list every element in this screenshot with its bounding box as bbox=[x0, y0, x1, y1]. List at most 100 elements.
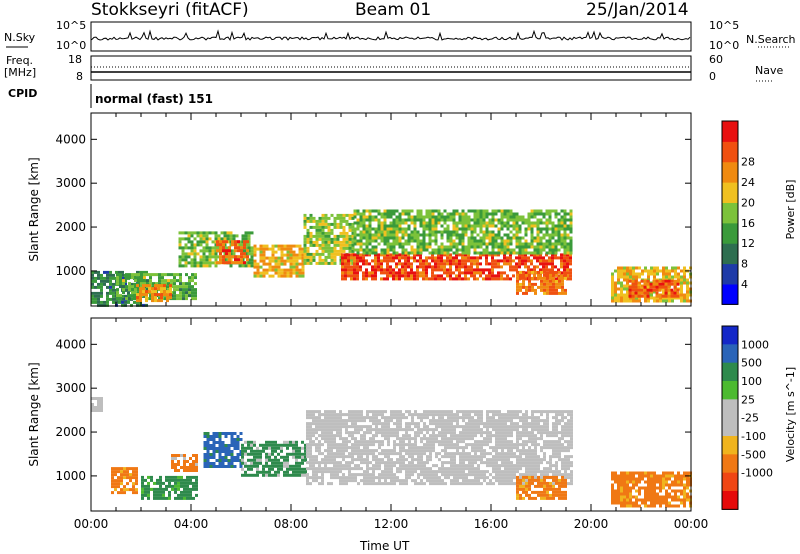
scatter-cell bbox=[173, 282, 176, 286]
scatter-cell bbox=[111, 485, 114, 489]
scatter-cell bbox=[530, 262, 533, 266]
scatter-cell bbox=[410, 262, 413, 266]
scatter-cell bbox=[459, 467, 462, 471]
scatter-cell bbox=[247, 243, 251, 247]
scatter-cell bbox=[500, 251, 504, 255]
scatter-cell bbox=[437, 230, 441, 234]
scatter-cell bbox=[365, 259, 368, 263]
scatter-cell bbox=[425, 248, 429, 252]
scatter-cell bbox=[371, 233, 375, 237]
scatter-cell bbox=[446, 212, 450, 216]
scatter-cell bbox=[435, 437, 438, 441]
scatter-cell bbox=[390, 461, 393, 465]
scatter-cell bbox=[384, 422, 387, 426]
scatter-cell bbox=[429, 452, 432, 456]
scatter-cell bbox=[374, 262, 377, 266]
scatter-cell bbox=[411, 452, 414, 456]
scatter-cell bbox=[440, 245, 444, 249]
scatter-cell bbox=[396, 470, 399, 474]
scatter-cell bbox=[169, 290, 172, 294]
scatter-cell bbox=[354, 446, 357, 450]
scatter-cell bbox=[503, 259, 506, 263]
scatter-cell bbox=[309, 476, 312, 480]
scatter-cell bbox=[620, 290, 623, 294]
scatter-cell bbox=[187, 255, 191, 259]
scatter-cell bbox=[371, 227, 375, 231]
scatter-cell bbox=[237, 258, 240, 262]
scatter-cell bbox=[419, 265, 422, 269]
scatter-cell bbox=[664, 288, 668, 292]
scatter-cell bbox=[366, 458, 369, 462]
scatter-cell bbox=[437, 218, 441, 222]
scatter-cell bbox=[94, 397, 97, 400]
scatter-cell bbox=[479, 251, 483, 255]
scatter-cell bbox=[401, 221, 405, 225]
scatter-cell bbox=[318, 476, 321, 480]
scatter-cell bbox=[560, 236, 564, 240]
scatter-cell bbox=[483, 425, 486, 429]
scatter-cell bbox=[368, 230, 372, 234]
scatter-cell bbox=[208, 246, 212, 250]
scatter-cell bbox=[429, 437, 432, 441]
scatter-cell bbox=[286, 443, 289, 447]
scatter-cell bbox=[268, 470, 271, 474]
scatter-cell bbox=[195, 493, 198, 497]
scatter-cell bbox=[286, 473, 289, 477]
scatter-cell bbox=[214, 237, 218, 241]
scatter-cell bbox=[554, 224, 558, 228]
scatter-cell bbox=[216, 261, 219, 265]
scatter-cell bbox=[417, 452, 420, 456]
scatter-cell bbox=[321, 437, 324, 441]
scatter-cell bbox=[644, 269, 647, 273]
scatter-cell bbox=[390, 449, 393, 453]
scatter-cell bbox=[134, 276, 137, 280]
scatter-cell bbox=[170, 273, 173, 277]
scatter-cell bbox=[653, 272, 656, 276]
scatter-cell bbox=[569, 212, 573, 216]
scatter-cell bbox=[480, 434, 483, 438]
scatter-cell bbox=[321, 228, 325, 232]
scatter-cell bbox=[286, 274, 290, 278]
scatter-cell bbox=[369, 473, 372, 477]
scatter-cell bbox=[351, 225, 355, 229]
scatter-cell bbox=[474, 446, 477, 450]
scatter-cell bbox=[405, 467, 408, 471]
scatter-cell bbox=[369, 416, 372, 420]
scatter-cell bbox=[518, 262, 521, 266]
scatter-cell bbox=[327, 458, 330, 462]
scatter-cell bbox=[368, 212, 372, 216]
scatter-cell bbox=[420, 419, 423, 423]
scatter-cell bbox=[668, 299, 671, 303]
scatter-cell bbox=[407, 233, 411, 237]
scatter-cell bbox=[664, 282, 668, 286]
scatter-cell bbox=[324, 219, 328, 223]
scatter-cell bbox=[504, 458, 507, 462]
scatter-cell bbox=[561, 291, 564, 295]
scatter-cell bbox=[419, 215, 423, 219]
scatter-cell bbox=[407, 251, 411, 255]
scatter-cell bbox=[554, 239, 558, 243]
scatter-cell bbox=[202, 264, 206, 268]
scatter-cell bbox=[363, 458, 366, 462]
scatter-cell bbox=[512, 251, 516, 255]
scatter-cell bbox=[387, 419, 390, 423]
scatter-cell bbox=[341, 262, 344, 266]
scatter-cell bbox=[456, 467, 459, 471]
scatter-cell bbox=[336, 222, 340, 226]
scatter-cell bbox=[446, 224, 450, 228]
scatter-cell bbox=[339, 413, 342, 417]
scatter-cell bbox=[566, 218, 570, 222]
scatter-cell bbox=[327, 252, 331, 256]
scatter-cell bbox=[393, 464, 396, 468]
scatter-cell bbox=[155, 282, 158, 286]
scatter-cell bbox=[507, 470, 510, 474]
scatter-cell bbox=[540, 270, 543, 274]
scatter-cell bbox=[420, 482, 423, 486]
scatter-cell bbox=[401, 248, 405, 252]
scatter-cell bbox=[324, 440, 327, 444]
scatter-cell bbox=[432, 422, 435, 426]
scatter-cell bbox=[231, 255, 234, 259]
scatter-cell bbox=[381, 431, 384, 435]
scatter-cell bbox=[366, 452, 369, 456]
scatter-cell bbox=[652, 288, 656, 292]
